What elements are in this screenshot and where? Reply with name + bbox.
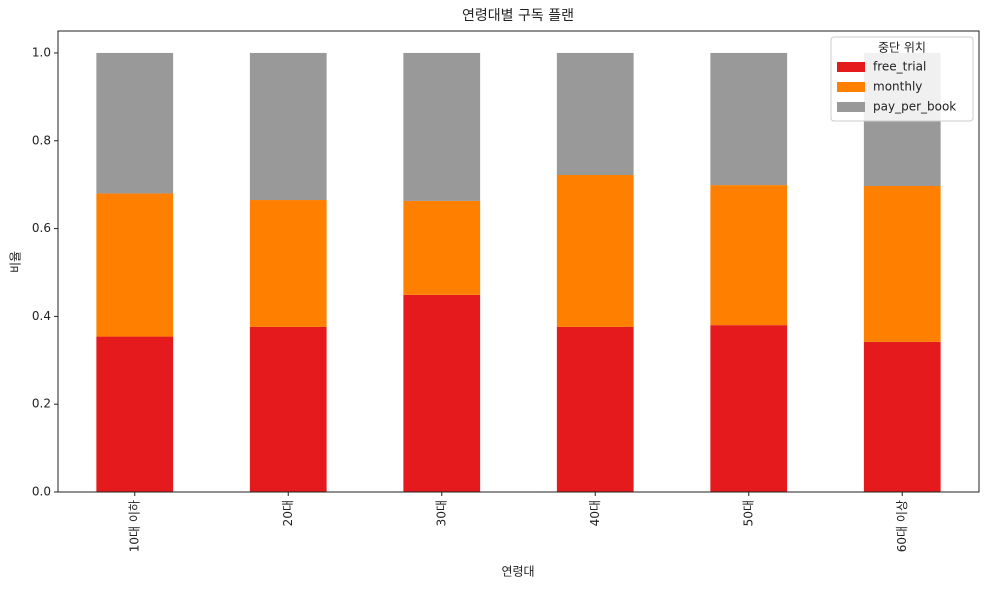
y-tick-label: 0.8 bbox=[32, 133, 51, 147]
legend-title: 중단 위치 bbox=[878, 41, 926, 55]
bar-segment bbox=[710, 52, 788, 186]
bar-segment bbox=[403, 52, 481, 201]
x-tick-label: 60대 이상 bbox=[895, 500, 909, 552]
y-tick-label: 0.2 bbox=[32, 397, 51, 411]
y-axis-label: 비율 bbox=[9, 251, 23, 273]
y-tick-label: 0.6 bbox=[32, 221, 51, 235]
bar-segment bbox=[249, 52, 327, 201]
bar-segment bbox=[96, 193, 174, 337]
bar-segment bbox=[403, 294, 481, 492]
legend-swatch bbox=[837, 102, 865, 112]
x-tick-label: 40대 bbox=[588, 500, 602, 526]
bar-segment bbox=[96, 336, 174, 492]
y-tick-label: 0.4 bbox=[32, 309, 51, 323]
bar-segment bbox=[710, 325, 788, 492]
bar-segment bbox=[863, 341, 941, 492]
legend-box bbox=[830, 36, 974, 122]
bar-segment bbox=[403, 200, 481, 295]
bar-segment bbox=[556, 326, 634, 492]
bar-segment bbox=[556, 175, 634, 327]
axes-frame bbox=[57, 30, 980, 493]
x-tick-label: 30대 bbox=[434, 500, 448, 526]
bar-segment bbox=[863, 185, 941, 342]
bar-segment bbox=[249, 200, 327, 327]
bar-segment bbox=[556, 52, 634, 176]
legend-swatch bbox=[837, 62, 865, 72]
x-axis-label: 연령대 bbox=[501, 565, 534, 579]
x-tick-label: 20대 bbox=[281, 500, 295, 526]
x-tick-label: 10대 이하 bbox=[127, 500, 141, 552]
legend-swatch bbox=[837, 82, 865, 92]
y-tick-label: 1.0 bbox=[32, 45, 51, 59]
chart-title: 연령대별 구독 플랜 bbox=[462, 8, 574, 24]
bar-segment bbox=[710, 185, 788, 326]
bar-segment bbox=[96, 52, 174, 194]
legend-label: pay_per_book bbox=[873, 100, 956, 114]
bar-segment bbox=[249, 326, 327, 492]
y-tick-label: 0.0 bbox=[32, 485, 51, 499]
x-tick-label: 50대 bbox=[741, 500, 755, 526]
legend-label: free_trial bbox=[873, 60, 926, 74]
legend-label: monthly bbox=[873, 80, 922, 94]
